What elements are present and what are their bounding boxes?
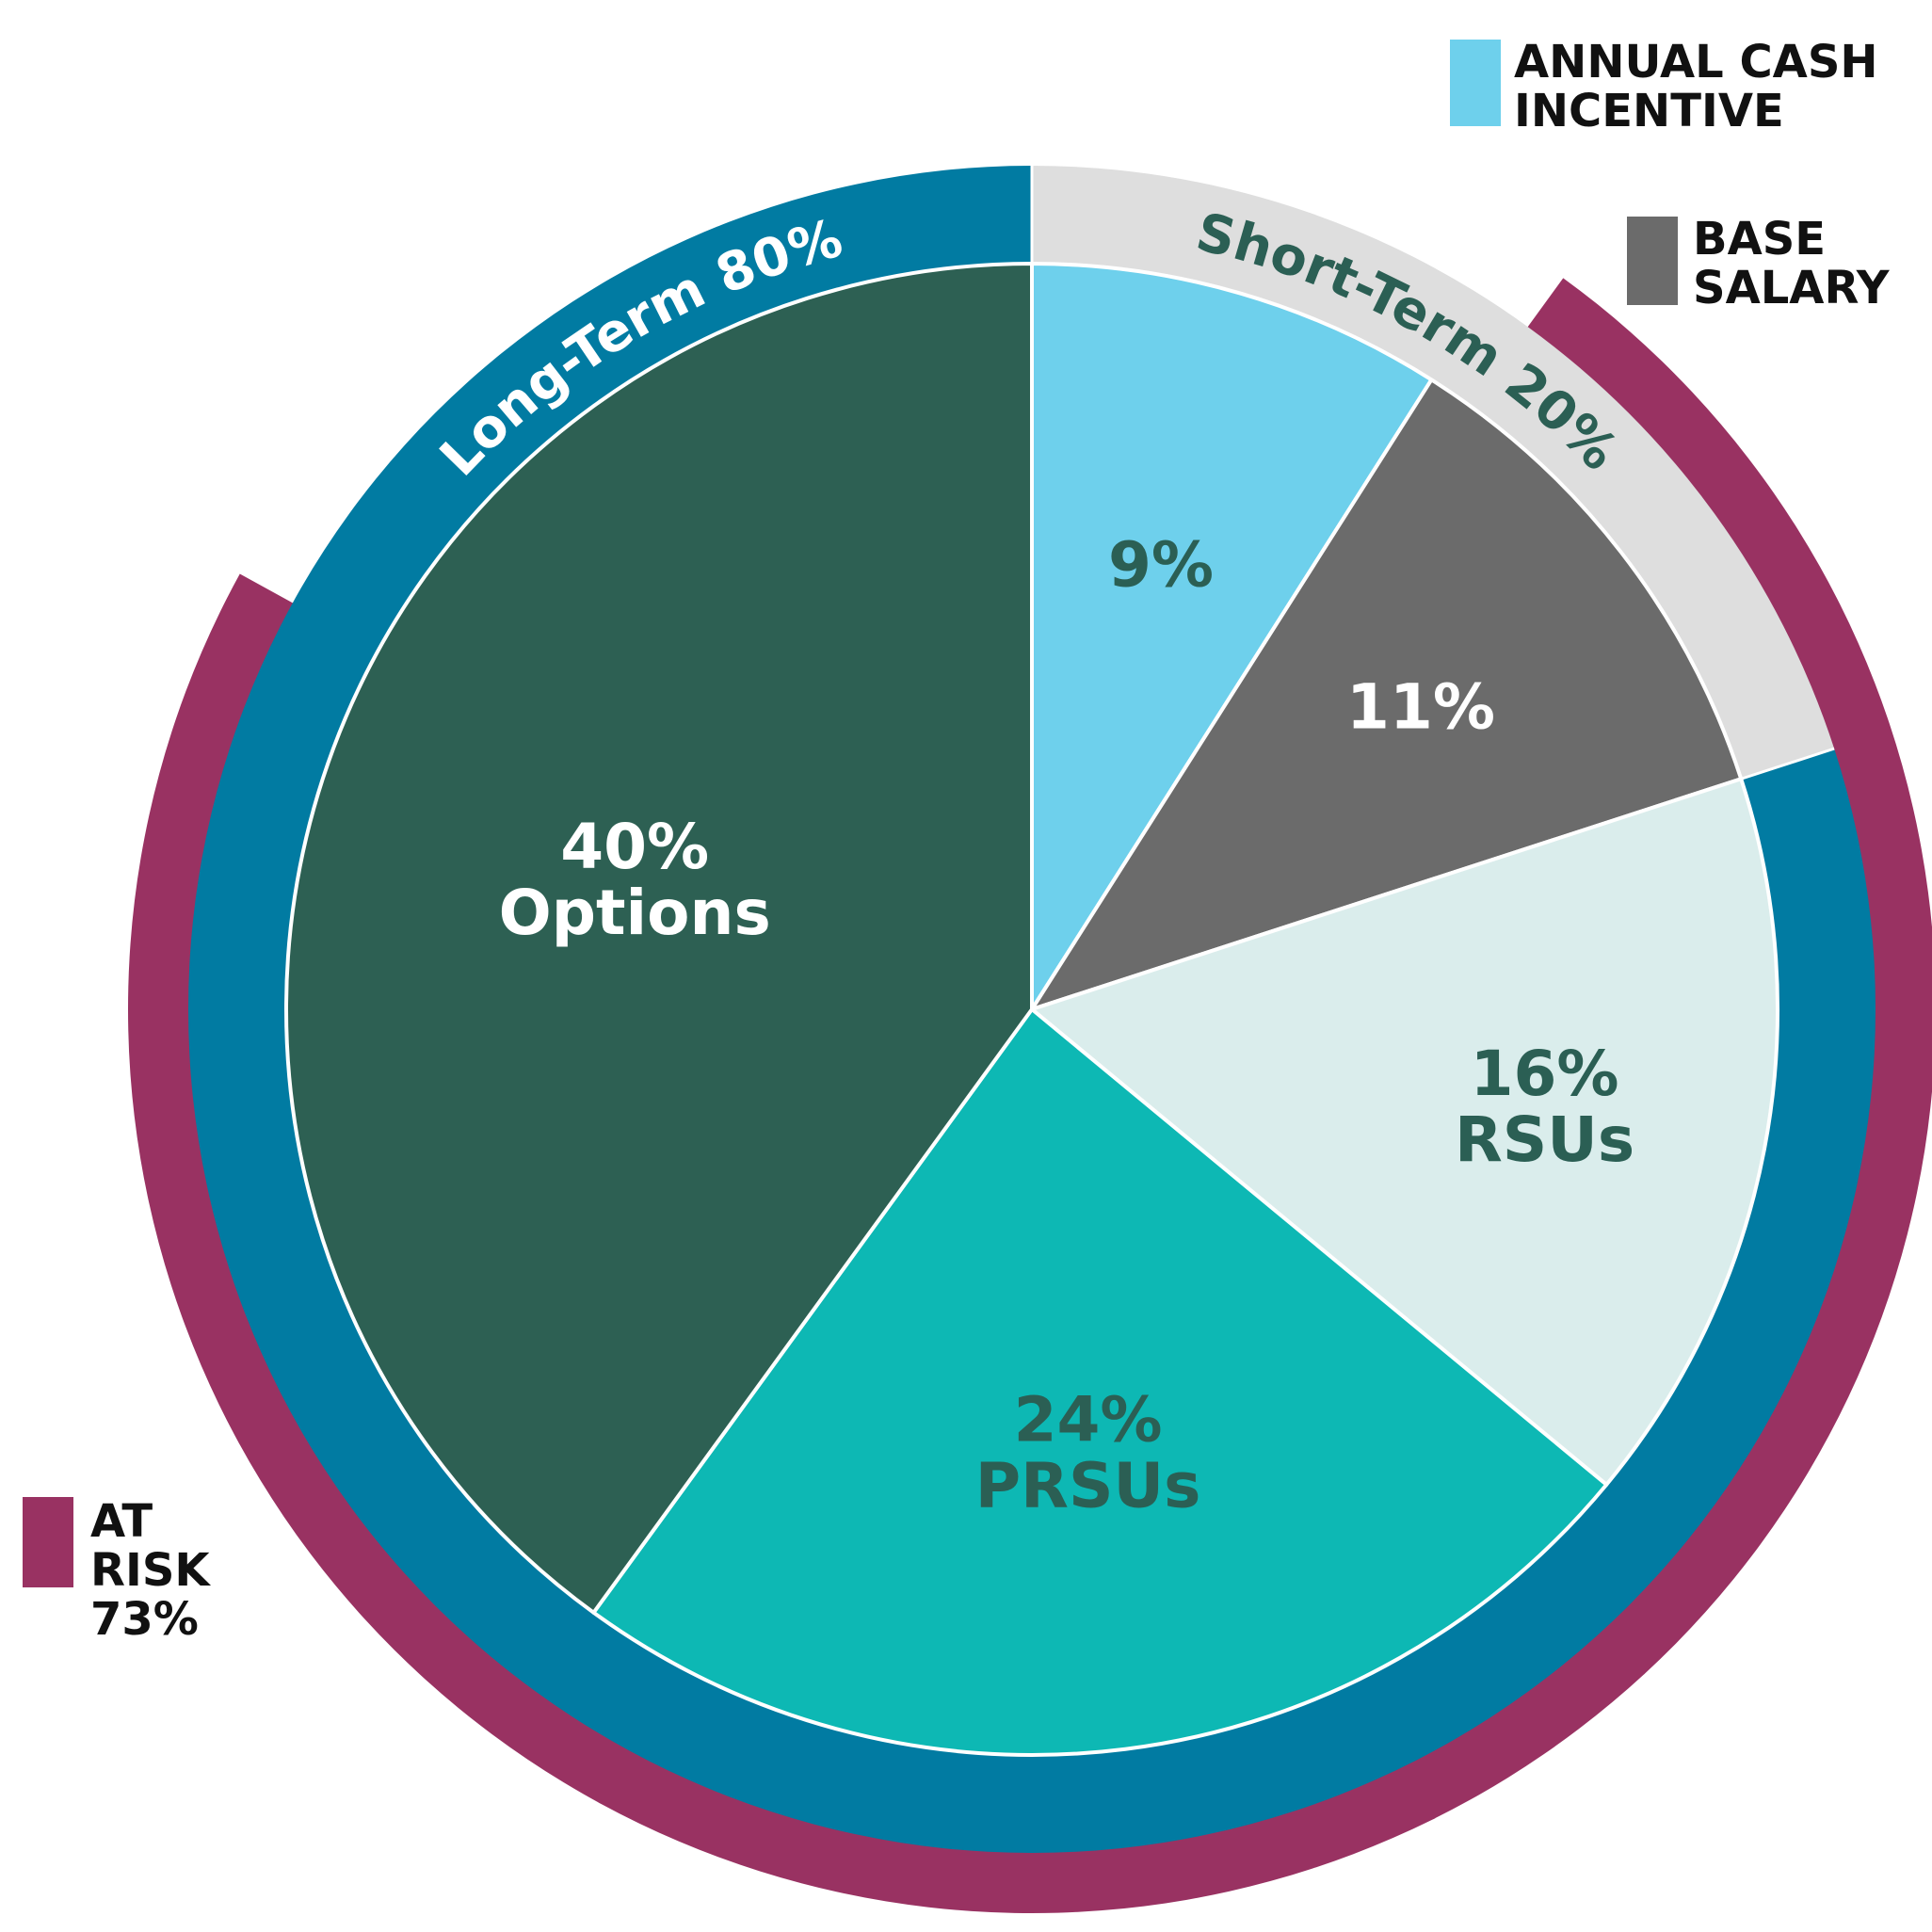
pie-slices xyxy=(284,262,1779,1757)
legend-swatch-annual-cash-incentive xyxy=(1450,40,1501,126)
legend-label-line: SALARY xyxy=(1693,262,1891,314)
legend-label-line: AT xyxy=(90,1495,153,1548)
pie-slice xyxy=(1030,262,1434,1011)
legend-annual-cash-incentive: ANNUAL CASH INCENTIVE xyxy=(1450,36,1878,137)
legend-swatch-at-risk xyxy=(23,1497,73,1587)
pie-slice-label: 40% xyxy=(560,811,709,883)
term-ring-divider xyxy=(1740,747,1835,781)
pie-slice xyxy=(284,262,1034,1615)
pie-slice-label: 9% xyxy=(1108,528,1214,601)
legend-label-line: INCENTIVE xyxy=(1514,85,1784,137)
legend-at-risk: AT RISK 73% xyxy=(23,1495,211,1646)
pie-slice-label: 24% xyxy=(1014,1383,1163,1456)
pie-slice-label: RSUs xyxy=(1455,1103,1634,1176)
pie-slice-label: Options xyxy=(499,877,771,949)
pie-slice-label: 16% xyxy=(1471,1038,1619,1110)
legend-label-line: ANNUAL CASH xyxy=(1514,36,1878,89)
pie-slice-label: 11% xyxy=(1346,671,1495,744)
pie-slice xyxy=(1030,378,1744,1011)
legend-label-line: 73% xyxy=(90,1593,199,1646)
legend-swatch-base-salary xyxy=(1627,217,1678,305)
legend-base-salary: BASE SALARY xyxy=(1627,213,1891,314)
legend-label-line: BASE xyxy=(1693,213,1826,266)
legend-label-line: RISK xyxy=(90,1544,211,1597)
pie-slice-labels: 9% 11% 16%RSUs 24%PRSUs 40%Options xyxy=(499,528,1635,1521)
pie-slice xyxy=(591,1007,1609,1757)
pie-slice xyxy=(1030,777,1779,1487)
pie-slice-label: PRSUs xyxy=(975,1449,1201,1521)
